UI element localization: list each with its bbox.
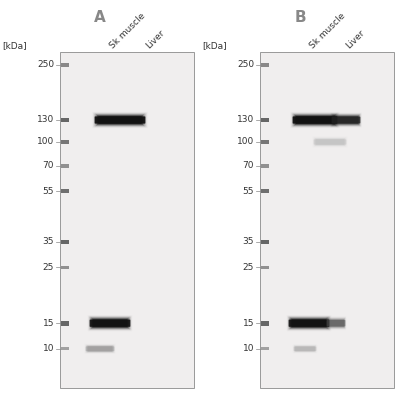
FancyBboxPatch shape <box>94 114 146 126</box>
FancyBboxPatch shape <box>61 189 69 193</box>
FancyBboxPatch shape <box>92 319 128 327</box>
FancyBboxPatch shape <box>289 318 329 329</box>
FancyBboxPatch shape <box>260 52 394 388</box>
FancyBboxPatch shape <box>326 318 346 329</box>
Text: 25: 25 <box>43 263 54 272</box>
FancyBboxPatch shape <box>316 139 344 145</box>
FancyBboxPatch shape <box>291 319 327 327</box>
Text: 55: 55 <box>242 187 254 196</box>
FancyBboxPatch shape <box>261 189 269 193</box>
FancyBboxPatch shape <box>93 113 147 127</box>
FancyBboxPatch shape <box>88 316 132 330</box>
FancyBboxPatch shape <box>327 318 345 328</box>
Text: B: B <box>294 10 306 25</box>
Text: Liver: Liver <box>144 28 166 50</box>
Text: 10: 10 <box>42 344 54 353</box>
Text: 35: 35 <box>242 238 254 246</box>
Text: 100: 100 <box>237 138 254 146</box>
FancyBboxPatch shape <box>315 138 345 146</box>
FancyBboxPatch shape <box>61 240 69 244</box>
FancyBboxPatch shape <box>327 320 345 326</box>
Text: 10: 10 <box>242 344 254 353</box>
FancyBboxPatch shape <box>61 118 69 122</box>
FancyBboxPatch shape <box>332 116 360 123</box>
FancyBboxPatch shape <box>333 116 359 124</box>
FancyBboxPatch shape <box>294 115 335 125</box>
FancyBboxPatch shape <box>332 115 360 125</box>
Text: 130: 130 <box>237 116 254 124</box>
FancyBboxPatch shape <box>261 240 269 244</box>
FancyBboxPatch shape <box>87 346 113 352</box>
FancyBboxPatch shape <box>90 320 130 327</box>
FancyBboxPatch shape <box>261 266 269 269</box>
FancyBboxPatch shape <box>291 113 339 127</box>
Text: 250: 250 <box>37 60 54 69</box>
FancyBboxPatch shape <box>61 266 69 269</box>
Text: 15: 15 <box>42 319 54 328</box>
Text: [kDa]: [kDa] <box>2 41 27 50</box>
FancyBboxPatch shape <box>86 344 114 353</box>
FancyBboxPatch shape <box>294 346 316 351</box>
FancyBboxPatch shape <box>61 164 69 168</box>
Text: 250: 250 <box>237 60 254 69</box>
FancyBboxPatch shape <box>327 319 345 328</box>
Text: Sk muscle: Sk muscle <box>308 11 347 50</box>
Text: Sk muscle: Sk muscle <box>108 11 147 50</box>
Text: 70: 70 <box>242 162 254 170</box>
FancyBboxPatch shape <box>331 114 361 126</box>
Text: 100: 100 <box>37 138 54 146</box>
FancyBboxPatch shape <box>287 316 331 330</box>
FancyBboxPatch shape <box>61 347 69 350</box>
FancyBboxPatch shape <box>88 346 112 352</box>
FancyBboxPatch shape <box>314 137 346 147</box>
FancyBboxPatch shape <box>289 320 330 327</box>
FancyBboxPatch shape <box>290 318 328 328</box>
Text: 25: 25 <box>243 263 254 272</box>
Text: 15: 15 <box>242 319 254 328</box>
FancyBboxPatch shape <box>261 164 269 168</box>
FancyBboxPatch shape <box>60 52 194 388</box>
Text: 130: 130 <box>37 116 54 124</box>
FancyBboxPatch shape <box>96 114 144 126</box>
FancyBboxPatch shape <box>97 115 143 125</box>
Text: A: A <box>94 10 106 25</box>
FancyBboxPatch shape <box>261 140 269 144</box>
FancyBboxPatch shape <box>294 114 336 126</box>
FancyBboxPatch shape <box>288 317 330 330</box>
FancyBboxPatch shape <box>314 139 346 144</box>
FancyBboxPatch shape <box>331 113 361 127</box>
FancyBboxPatch shape <box>261 118 269 122</box>
FancyBboxPatch shape <box>261 321 269 326</box>
FancyBboxPatch shape <box>293 116 337 124</box>
FancyBboxPatch shape <box>61 63 69 67</box>
FancyBboxPatch shape <box>293 345 317 353</box>
Text: 55: 55 <box>42 187 54 196</box>
FancyBboxPatch shape <box>292 114 338 126</box>
FancyBboxPatch shape <box>61 321 69 326</box>
FancyBboxPatch shape <box>295 346 315 351</box>
FancyBboxPatch shape <box>296 116 334 124</box>
FancyBboxPatch shape <box>61 140 69 144</box>
FancyBboxPatch shape <box>328 320 344 327</box>
FancyBboxPatch shape <box>314 138 346 146</box>
FancyBboxPatch shape <box>90 317 130 330</box>
Text: Liver: Liver <box>344 28 366 50</box>
FancyBboxPatch shape <box>98 116 142 124</box>
Text: 35: 35 <box>42 238 54 246</box>
FancyBboxPatch shape <box>91 318 129 328</box>
FancyBboxPatch shape <box>334 116 358 124</box>
FancyBboxPatch shape <box>261 63 269 67</box>
FancyBboxPatch shape <box>294 346 316 352</box>
FancyBboxPatch shape <box>86 345 114 352</box>
FancyBboxPatch shape <box>90 318 130 329</box>
FancyBboxPatch shape <box>86 346 114 351</box>
FancyBboxPatch shape <box>94 116 146 124</box>
Text: 70: 70 <box>42 162 54 170</box>
FancyBboxPatch shape <box>261 347 269 350</box>
Text: [kDa]: [kDa] <box>202 41 227 50</box>
FancyBboxPatch shape <box>294 345 316 352</box>
